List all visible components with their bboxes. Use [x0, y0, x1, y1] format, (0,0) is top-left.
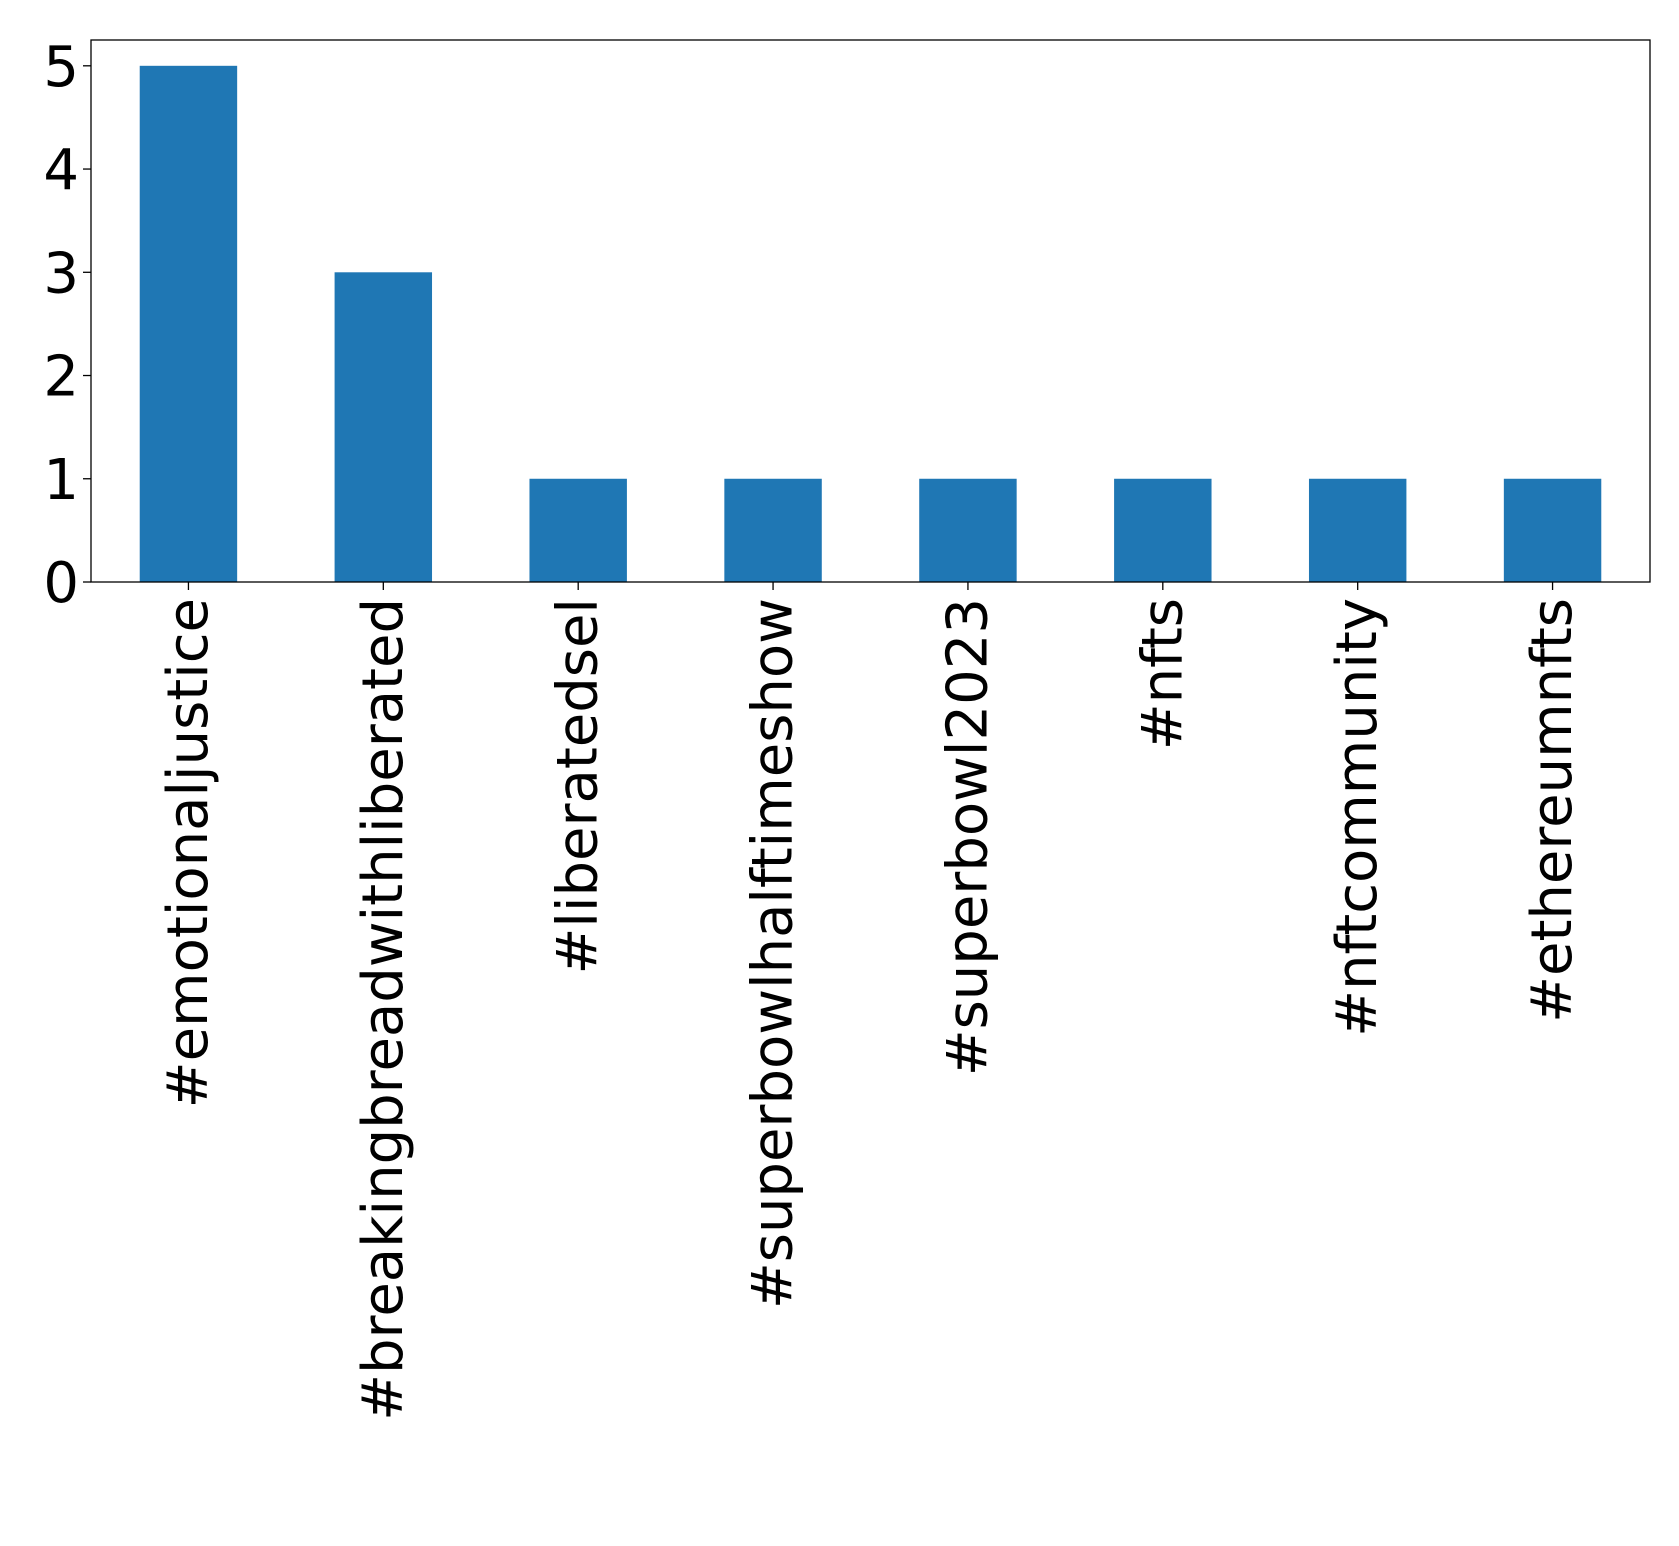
x-tick-label: #nfts	[1130, 598, 1195, 750]
x-axis: #emotionaljustice #breakingbreadwithliber…	[156, 582, 1585, 1421]
x-tick-label: #breakingbreadwithliberated	[351, 598, 416, 1421]
bars-group	[139, 65, 1602, 582]
bar-superbowl2023	[919, 478, 1017, 582]
y-tick-label: 3	[43, 241, 79, 306]
y-tick-label: 2	[43, 345, 79, 410]
y-axis: 0 1 2 3 4 5	[43, 35, 91, 616]
bar-liberatedsel	[529, 478, 627, 582]
bar-emotionaljustice	[139, 65, 238, 582]
y-tick-label: 0	[43, 551, 79, 616]
bar-breakingbreadwithliberated	[334, 272, 433, 582]
y-tick-label: 4	[43, 138, 79, 203]
bar-ethereumnfts	[1503, 478, 1602, 582]
x-tick-label: #nftcommunity	[1325, 598, 1390, 1037]
x-tick-label: #emotionaljustice	[156, 598, 221, 1108]
bar-nftcommunity	[1308, 478, 1407, 582]
x-tick-label: #superbowl2023	[935, 598, 1000, 1076]
plot-area-frame	[90, 39, 1651, 583]
bar-superbowlhalftimeshow	[724, 478, 822, 582]
y-tick-label: 1	[43, 448, 79, 513]
x-tick-label: #ethereumnfts	[1520, 598, 1585, 1023]
bar-nfts	[1114, 478, 1212, 582]
x-tick-label: #liberatedsel	[546, 598, 611, 975]
y-tick-label: 5	[43, 35, 79, 100]
x-tick-label: #superbowlhalftimeshow	[741, 598, 806, 1309]
